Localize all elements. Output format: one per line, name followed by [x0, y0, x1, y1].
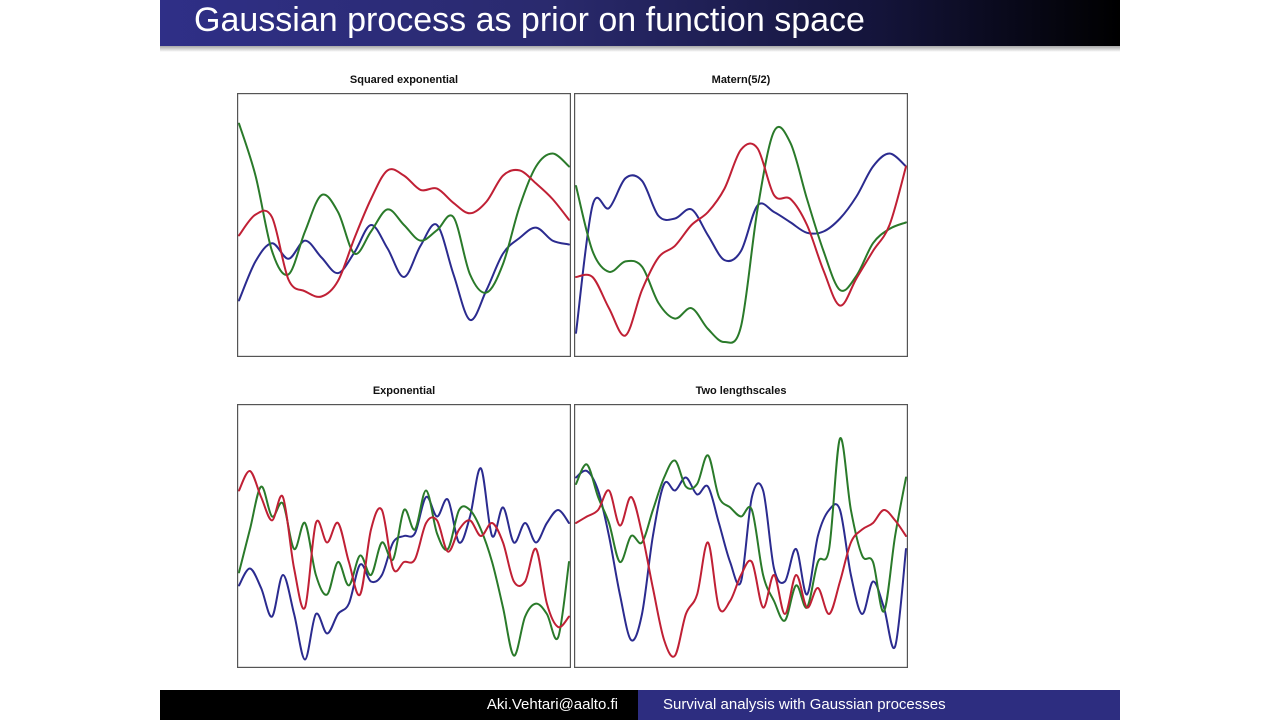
series-line-3	[238, 470, 570, 629]
panel-title-exponential: Exponential	[372, 385, 436, 397]
plot-frame	[574, 93, 908, 357]
series-line-2	[575, 125, 907, 344]
panel-title-squared-exponential: Squared exponential	[349, 74, 459, 86]
series-line-2	[238, 485, 570, 657]
plot-squared-exponential	[237, 93, 571, 357]
footer-author-email: Aki.Vehtari@aalto.fi	[160, 690, 638, 720]
plot-exponential	[237, 404, 571, 668]
slide-title: Gaussian process as prior on function sp…	[194, 1, 865, 39]
plot-matern-5-2	[574, 93, 908, 357]
series-line-2	[575, 437, 907, 622]
title-bar: Gaussian process as prior on function sp…	[160, 0, 1120, 46]
plot-frame	[574, 404, 908, 668]
series-line-3	[575, 489, 907, 658]
series-line-1	[238, 223, 570, 321]
series-line-2	[238, 122, 570, 294]
panel-title-matern: Matern(5/2)	[711, 74, 771, 86]
series-line-3	[238, 168, 570, 298]
series-line-1	[575, 152, 907, 334]
plot-frame	[237, 93, 571, 357]
series-line-3	[575, 142, 907, 337]
slide: Gaussian process as prior on function sp…	[160, 0, 1120, 720]
footer: Aki.Vehtari@aalto.fi Survival analysis w…	[160, 690, 1120, 720]
series-line-1	[575, 469, 907, 650]
title-bar-shadow	[160, 46, 1120, 52]
plot-two-lengthscales	[574, 404, 908, 668]
plot-frame	[237, 404, 571, 668]
series-line-1	[238, 467, 570, 661]
panel-title-two-lengthscales: Two lengthscales	[695, 385, 787, 397]
footer-talk-title: Survival analysis with Gaussian processe…	[638, 690, 1120, 720]
